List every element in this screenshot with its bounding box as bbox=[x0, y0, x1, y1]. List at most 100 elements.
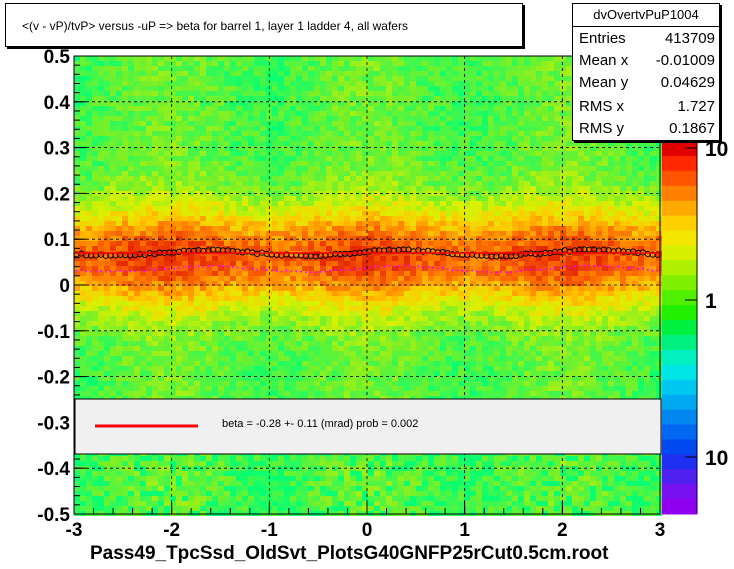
heat-cell bbox=[152, 236, 158, 241]
heat-cell bbox=[584, 146, 590, 151]
heat-cell bbox=[254, 71, 260, 76]
heat-cell bbox=[620, 241, 626, 246]
heat-cell bbox=[458, 81, 464, 86]
heat-cell bbox=[632, 146, 638, 151]
heat-cell bbox=[602, 221, 608, 226]
heat-cell bbox=[326, 56, 332, 61]
heat-cell bbox=[584, 171, 590, 176]
heat-cell bbox=[404, 261, 410, 266]
heat-cell bbox=[518, 176, 524, 181]
heat-cell bbox=[290, 211, 296, 216]
heat-cell bbox=[194, 296, 200, 301]
heat-cell bbox=[338, 66, 344, 71]
heat-cell bbox=[236, 196, 242, 201]
heat-cell bbox=[566, 216, 572, 221]
heat-cell bbox=[206, 76, 212, 81]
heat-cell bbox=[254, 116, 260, 121]
heat-cell bbox=[410, 136, 416, 141]
heat-cell bbox=[266, 101, 272, 106]
heat-cell bbox=[476, 61, 482, 66]
heat-cell bbox=[290, 171, 296, 176]
heat-cell bbox=[146, 216, 152, 221]
heat-cell bbox=[110, 196, 116, 201]
heat-cell bbox=[512, 86, 518, 91]
heat-cell bbox=[530, 101, 536, 106]
heat-cell bbox=[548, 281, 554, 286]
heat-cell bbox=[110, 161, 116, 166]
heat-cell bbox=[494, 76, 500, 81]
heat-cell bbox=[278, 206, 284, 211]
heat-cell bbox=[566, 221, 572, 226]
heat-cell bbox=[236, 256, 242, 261]
heat-cell bbox=[164, 141, 170, 146]
heat-cell bbox=[224, 266, 230, 271]
heat-cell bbox=[428, 166, 434, 171]
heat-cell bbox=[554, 176, 560, 181]
heat-cell bbox=[86, 271, 92, 276]
heat-cell bbox=[476, 236, 482, 241]
heat-cell bbox=[110, 186, 116, 191]
heat-cell bbox=[164, 201, 170, 206]
heat-cell bbox=[494, 271, 500, 276]
heat-cell bbox=[242, 141, 248, 146]
heat-cell bbox=[500, 241, 506, 246]
heat-cell bbox=[176, 221, 182, 226]
heat-cell bbox=[554, 206, 560, 211]
heat-cell bbox=[560, 96, 566, 101]
heat-cell bbox=[512, 231, 518, 236]
heat-cell bbox=[440, 221, 446, 226]
heat-cell bbox=[254, 301, 260, 306]
heat-cell bbox=[458, 136, 464, 141]
heat-cell bbox=[170, 276, 176, 281]
heat-cell bbox=[236, 201, 242, 206]
heat-cell bbox=[86, 291, 92, 296]
heat-cell bbox=[530, 276, 536, 281]
heat-cell bbox=[290, 161, 296, 166]
heat-cell bbox=[158, 161, 164, 166]
heat-cell bbox=[230, 186, 236, 191]
heat-cell bbox=[524, 131, 530, 136]
heat-cell bbox=[350, 171, 356, 176]
heat-cell bbox=[446, 81, 452, 86]
heat-cell bbox=[368, 166, 374, 171]
heat-cell bbox=[296, 286, 302, 291]
heat-cell bbox=[404, 286, 410, 291]
heat-cell bbox=[650, 266, 656, 271]
heat-cell bbox=[380, 186, 386, 191]
heat-cell bbox=[482, 126, 488, 131]
heat-cell bbox=[494, 136, 500, 141]
heat-cell bbox=[404, 71, 410, 76]
heat-cell bbox=[536, 256, 542, 261]
heat-cell bbox=[362, 191, 368, 196]
heat-cell bbox=[644, 166, 650, 171]
heat-cell bbox=[194, 126, 200, 131]
heat-cell bbox=[146, 226, 152, 231]
heat-cell bbox=[656, 216, 662, 221]
heat-cell bbox=[416, 221, 422, 226]
heat-cell bbox=[338, 111, 344, 116]
heat-cell bbox=[506, 276, 512, 281]
heat-cell bbox=[566, 166, 572, 171]
heat-cell bbox=[626, 301, 632, 306]
heat-cell bbox=[500, 211, 506, 216]
heat-cell bbox=[584, 186, 590, 191]
heat-cell bbox=[182, 106, 188, 111]
heat-cell bbox=[638, 286, 644, 291]
heat-cell bbox=[488, 56, 494, 61]
heat-cell bbox=[482, 231, 488, 236]
heat-cell bbox=[80, 241, 86, 246]
heat-cell bbox=[98, 76, 104, 81]
heat-cell bbox=[518, 271, 524, 276]
heat-cell bbox=[92, 271, 98, 276]
heat-cell bbox=[98, 171, 104, 176]
heat-cell bbox=[326, 271, 332, 276]
heat-cell bbox=[188, 156, 194, 161]
heat-cell bbox=[248, 281, 254, 286]
heat-cell bbox=[416, 236, 422, 241]
heat-cell bbox=[386, 221, 392, 226]
heat-cell bbox=[584, 296, 590, 301]
heat-cell bbox=[560, 166, 566, 171]
heat-cell bbox=[410, 146, 416, 151]
heat-cell bbox=[602, 141, 608, 146]
heat-cell bbox=[614, 281, 620, 286]
